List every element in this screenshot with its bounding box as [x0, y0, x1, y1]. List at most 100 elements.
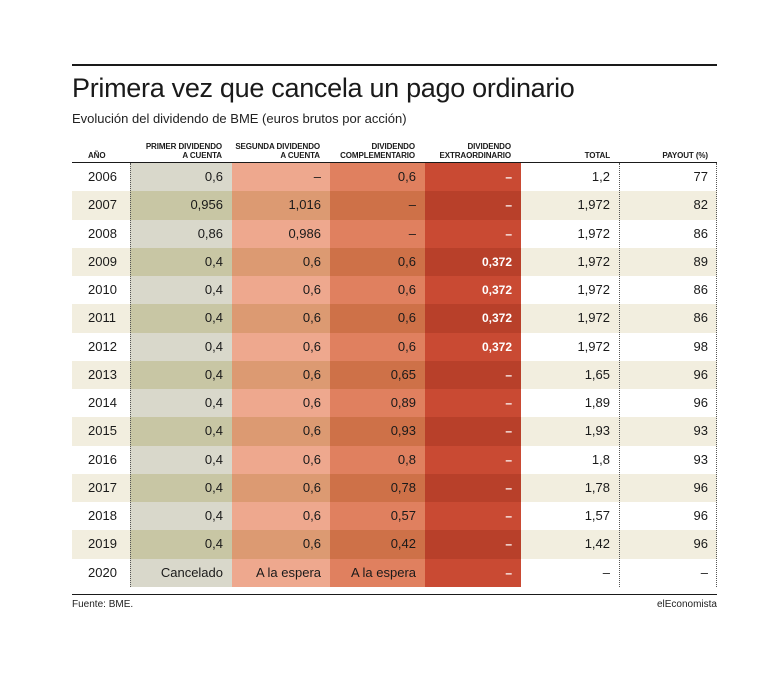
cell-complementario: –	[330, 191, 425, 220]
cell-total: 1,972	[521, 191, 619, 220]
column-header-extraordinario: DIVIDENDO EXTRAORDINARIO	[439, 142, 512, 160]
table-row: 2017 0,4 0,6 0,78–1,78 96	[72, 473, 717, 502]
table-body: 2006 0,6–0,6–1,2 77 2007 0,956 1,016– –1,972 82…	[72, 163, 717, 587]
cell-extraordinario: –	[425, 191, 521, 220]
cell-payout: 86	[619, 304, 717, 333]
cell-primer: 0,956	[130, 191, 232, 220]
cell-extraordinario: –	[425, 473, 521, 502]
table-row: 2011 0,4 0,6 0,6 0,372 1,972 86	[72, 304, 717, 333]
cell-total: 1,972	[521, 219, 619, 248]
cell-total: 1,57	[521, 502, 619, 531]
cell-complementario: 0,6	[330, 332, 425, 361]
cell-year: 2015	[72, 417, 130, 446]
cell-segundo: 0,6	[232, 389, 330, 418]
table-row: 2013 0,4 0,6 0,65–1,65 96	[72, 360, 717, 389]
cell-payout: 89	[619, 247, 717, 276]
table-row: 2016 0,4 0,6 0,8–1,8 93	[72, 445, 717, 474]
cell-total: 1,972	[521, 247, 619, 276]
column-header-year: AÑO	[88, 151, 106, 160]
cell-primer: 0,4	[130, 276, 232, 305]
cell-extraordinario: –	[425, 445, 521, 474]
table-row: 2018 0,4 0,6 0,57–1,57 96	[72, 502, 717, 531]
column-header-total: TOTAL	[584, 151, 611, 160]
cell-year: 2008	[72, 219, 130, 248]
cell-primer: 0,4	[130, 247, 232, 276]
cell-extraordinario: 0,372	[425, 332, 521, 361]
cell-payout: 96	[619, 389, 717, 418]
cell-primer: 0,4	[130, 473, 232, 502]
cell-segundo: 0,6	[232, 417, 330, 446]
cell-year: 2007	[72, 191, 130, 220]
cell-extraordinario: –	[425, 360, 521, 389]
cell-year: 2006	[72, 163, 130, 192]
cell-year: 2020	[72, 558, 130, 587]
cell-complementario: 0,78	[330, 473, 425, 502]
table-row: 2020 Cancelado A la espera A la espera – – –	[72, 558, 717, 587]
cell-payout: 96	[619, 502, 717, 531]
dividend-table: AÑO PRIMER DIVIDENDO A CUENTA SEGUNDA DIVID…	[72, 134, 717, 587]
cell-extraordinario: –	[425, 389, 521, 418]
cell-payout: 77	[619, 163, 717, 192]
cell-payout: –	[619, 558, 717, 587]
cell-total: 1,89	[521, 389, 619, 418]
column-header-complementario: DIVIDENDO COMPLEMENTARIO	[340, 142, 415, 160]
table-row: 2010 0,4 0,6 0,6 0,372 1,972 86	[72, 276, 717, 305]
cell-segundo: 0,6	[232, 247, 330, 276]
cell-payout: 96	[619, 530, 717, 559]
cell-segundo: 0,6	[232, 332, 330, 361]
cell-primer: 0,4	[130, 332, 232, 361]
cell-complementario: 0,8	[330, 445, 425, 474]
table-row: 2008 0,86 0,986– –1,972 86	[72, 219, 717, 248]
table-header: AÑO PRIMER DIVIDENDO A CUENTA SEGUNDA DIVID…	[72, 134, 717, 160]
cell-extraordinario: –	[425, 502, 521, 531]
cell-segundo: –	[232, 163, 330, 192]
header-rule	[72, 162, 717, 163]
cell-year: 2013	[72, 360, 130, 389]
cell-extraordinario: 0,372	[425, 304, 521, 333]
cell-total: –	[521, 558, 619, 587]
cell-year: 2011	[72, 304, 130, 333]
table-row: 2012 0,4 0,6 0,6 0,372 1,972 98	[72, 332, 717, 361]
table-row: 2009 0,4 0,6 0,6 0,372 1,972 89	[72, 247, 717, 276]
chart-subtitle: Evolución del dividendo de BME (euros br…	[72, 111, 407, 126]
cell-complementario: 0,57	[330, 502, 425, 531]
table-row: 2015 0,4 0,6 0,93–1,93 93	[72, 417, 717, 446]
cell-extraordinario: 0,372	[425, 276, 521, 305]
cell-segundo: 1,016	[232, 191, 330, 220]
cell-total: 1,8	[521, 445, 619, 474]
cell-complementario: 0,42	[330, 530, 425, 559]
cell-complementario: 0,6	[330, 276, 425, 305]
table-row: 2007 0,956 1,016– –1,972 82	[72, 191, 717, 220]
cell-primer: 0,86	[130, 219, 232, 248]
cell-total: 1,78	[521, 473, 619, 502]
cell-complementario: 0,93	[330, 417, 425, 446]
cell-total: 1,972	[521, 276, 619, 305]
cell-complementario: A la espera	[330, 558, 425, 587]
cell-year: 2009	[72, 247, 130, 276]
cell-total: 1,2	[521, 163, 619, 192]
cell-primer: 0,4	[130, 360, 232, 389]
cell-complementario: 0,6	[330, 247, 425, 276]
cell-payout: 93	[619, 445, 717, 474]
cell-complementario: 0,6	[330, 163, 425, 192]
cell-payout: 98	[619, 332, 717, 361]
cell-primer: Cancelado	[130, 558, 232, 587]
cell-year: 2019	[72, 530, 130, 559]
cell-primer: 0,4	[130, 530, 232, 559]
cell-year: 2018	[72, 502, 130, 531]
source-note: Fuente: BME.	[72, 599, 134, 610]
cell-year: 2017	[72, 473, 130, 502]
cell-extraordinario: –	[425, 530, 521, 559]
table-row: 2019 0,4 0,6 0,42–1,42 96	[72, 530, 717, 559]
cell-year: 2016	[72, 445, 130, 474]
column-divider	[619, 163, 620, 587]
cell-segundo: 0,6	[232, 304, 330, 333]
cell-payout: 82	[619, 191, 717, 220]
cell-segundo: 0,6	[232, 276, 330, 305]
column-divider	[130, 163, 131, 587]
column-header-primer: PRIMER DIVIDENDO A CUENTA	[145, 142, 222, 160]
cell-segundo: A la espera	[232, 558, 330, 587]
cell-year: 2012	[72, 332, 130, 361]
table-row: 2014 0,4 0,6 0,89–1,89 96	[72, 389, 717, 418]
bottom-rule	[72, 594, 717, 595]
